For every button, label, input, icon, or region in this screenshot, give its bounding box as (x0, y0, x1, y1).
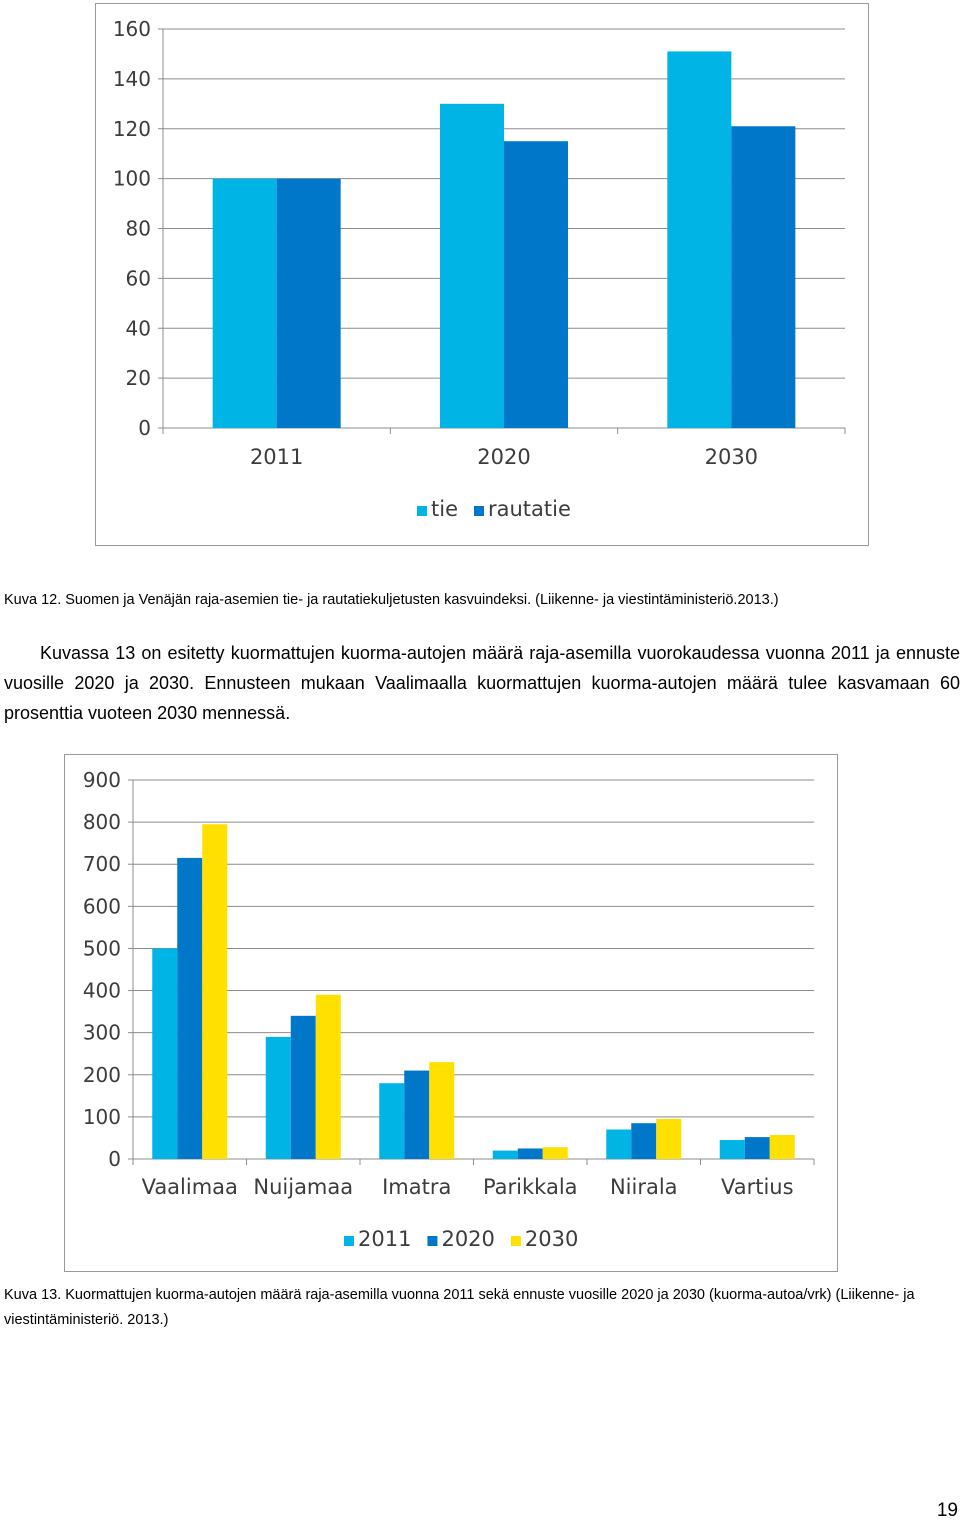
bar-vaalimaa-2020 (177, 857, 203, 1159)
y-tick-label: 500 (83, 936, 121, 960)
chart-truck-volumes-svg: 0 100 200 300 400 500 600 700 800 900 Vaalimaa Nuij… (83, 768, 815, 1251)
y-tick-label: 100 (113, 167, 151, 191)
y-tick-label: 900 (83, 768, 121, 792)
chart-growth-index-svg: 0 20 40 60 80 100 120 140 160 2011 2020 2030 tie raut… (113, 17, 846, 521)
y-tick-label: 40 (126, 316, 151, 340)
y-tick-label: 800 (83, 810, 121, 834)
figure-12-caption: Kuva 12. Suomen ja Venäjän raja-asemien … (4, 592, 779, 608)
legend-swatch (427, 1236, 438, 1246)
chart-truck-volumes: 0 100 200 300 400 500 600 700 800 900 Vaalimaa Nuij… (64, 754, 838, 1272)
bar-imatra-2030 (429, 1062, 455, 1159)
legend-label: rautatie (488, 497, 571, 521)
bar-2020-tie (440, 103, 504, 428)
y-tick-label: 20 (126, 366, 151, 390)
legend-label: 2030 (525, 1227, 578, 1251)
y-tick-label: 0 (138, 416, 151, 440)
y-tick-label: 0 (108, 1147, 121, 1171)
bar-vartius-2030 (769, 1134, 795, 1159)
bar-nuijamaa-2020 (290, 1015, 316, 1159)
legend-label: 2011 (358, 1227, 411, 1251)
y-tick-label: 400 (83, 979, 121, 1003)
legend-label: 2020 (441, 1227, 494, 1251)
legend-swatch (344, 1236, 354, 1246)
x-tick-label: Parikkala (483, 1175, 578, 1199)
x-tick-label: Niirala (610, 1175, 678, 1199)
legend-label: tie (431, 497, 458, 521)
figure-13-caption: Kuva 13. Kuormattujen kuorma-autojen mää… (4, 1287, 915, 1328)
body-paragraph-text: Kuvassa 13 on esitetty kuormattujen kuor… (4, 643, 960, 723)
bar-parikkala-2011 (492, 1150, 518, 1159)
bar-2020-rautatie (504, 141, 568, 428)
body-paragraph: Kuvassa 13 on esitetty kuormattujen kuor… (4, 638, 960, 728)
legend-swatch (474, 506, 484, 516)
bar-2011-rautatie (276, 178, 341, 428)
x-tick-label: 2020 (477, 445, 530, 469)
bar-nuijamaa-2011 (265, 1036, 291, 1159)
bar-nuijamaa-2030 (315, 994, 341, 1159)
chart-growth-index: 0 20 40 60 80 100 120 140 160 2011 2020 2030 tie raut… (95, 3, 869, 546)
bar-niirala-2030 (656, 1118, 682, 1159)
bar-vartius-2011 (719, 1140, 745, 1159)
y-tick-label: 120 (113, 117, 151, 141)
bar-parikkala-2030 (542, 1147, 568, 1159)
x-tick-label: Vaalimaa (142, 1175, 238, 1199)
legend-swatch (417, 506, 427, 516)
bar-2011-tie (212, 178, 277, 428)
page-number: 19 (936, 1500, 958, 1521)
bar-imatra-2011 (379, 1083, 405, 1159)
y-tick-label: 100 (83, 1105, 121, 1129)
x-tick-label: 2011 (250, 445, 303, 469)
legend-swatch (510, 1236, 521, 1246)
y-tick-label: 60 (126, 266, 151, 290)
y-tick-label: 700 (83, 852, 121, 876)
x-tick-label: Nuijamaa (253, 1175, 353, 1199)
bar-vartius-2020 (744, 1137, 770, 1159)
bar-2030-tie (667, 51, 732, 428)
y-tick-label: 80 (126, 217, 151, 241)
y-tick-label: 200 (83, 1063, 121, 1087)
y-tick-label: 300 (83, 1021, 121, 1045)
x-tick-label: Vartius (721, 1175, 794, 1199)
y-tick-label: 600 (83, 894, 121, 918)
bar-vaalimaa-2011 (152, 948, 178, 1159)
bar-2030-rautatie (731, 126, 796, 428)
bar-imatra-2020 (404, 1070, 430, 1159)
y-tick-label: 140 (113, 67, 151, 91)
y-tick-label: 160 (113, 17, 151, 41)
x-tick-label: 2030 (705, 445, 758, 469)
bar-vaalimaa-2030 (202, 824, 228, 1159)
x-tick-label: Imatra (382, 1175, 451, 1199)
bar-niirala-2020 (631, 1123, 657, 1159)
bar-parikkala-2020 (517, 1148, 543, 1159)
bar-niirala-2011 (606, 1129, 632, 1159)
